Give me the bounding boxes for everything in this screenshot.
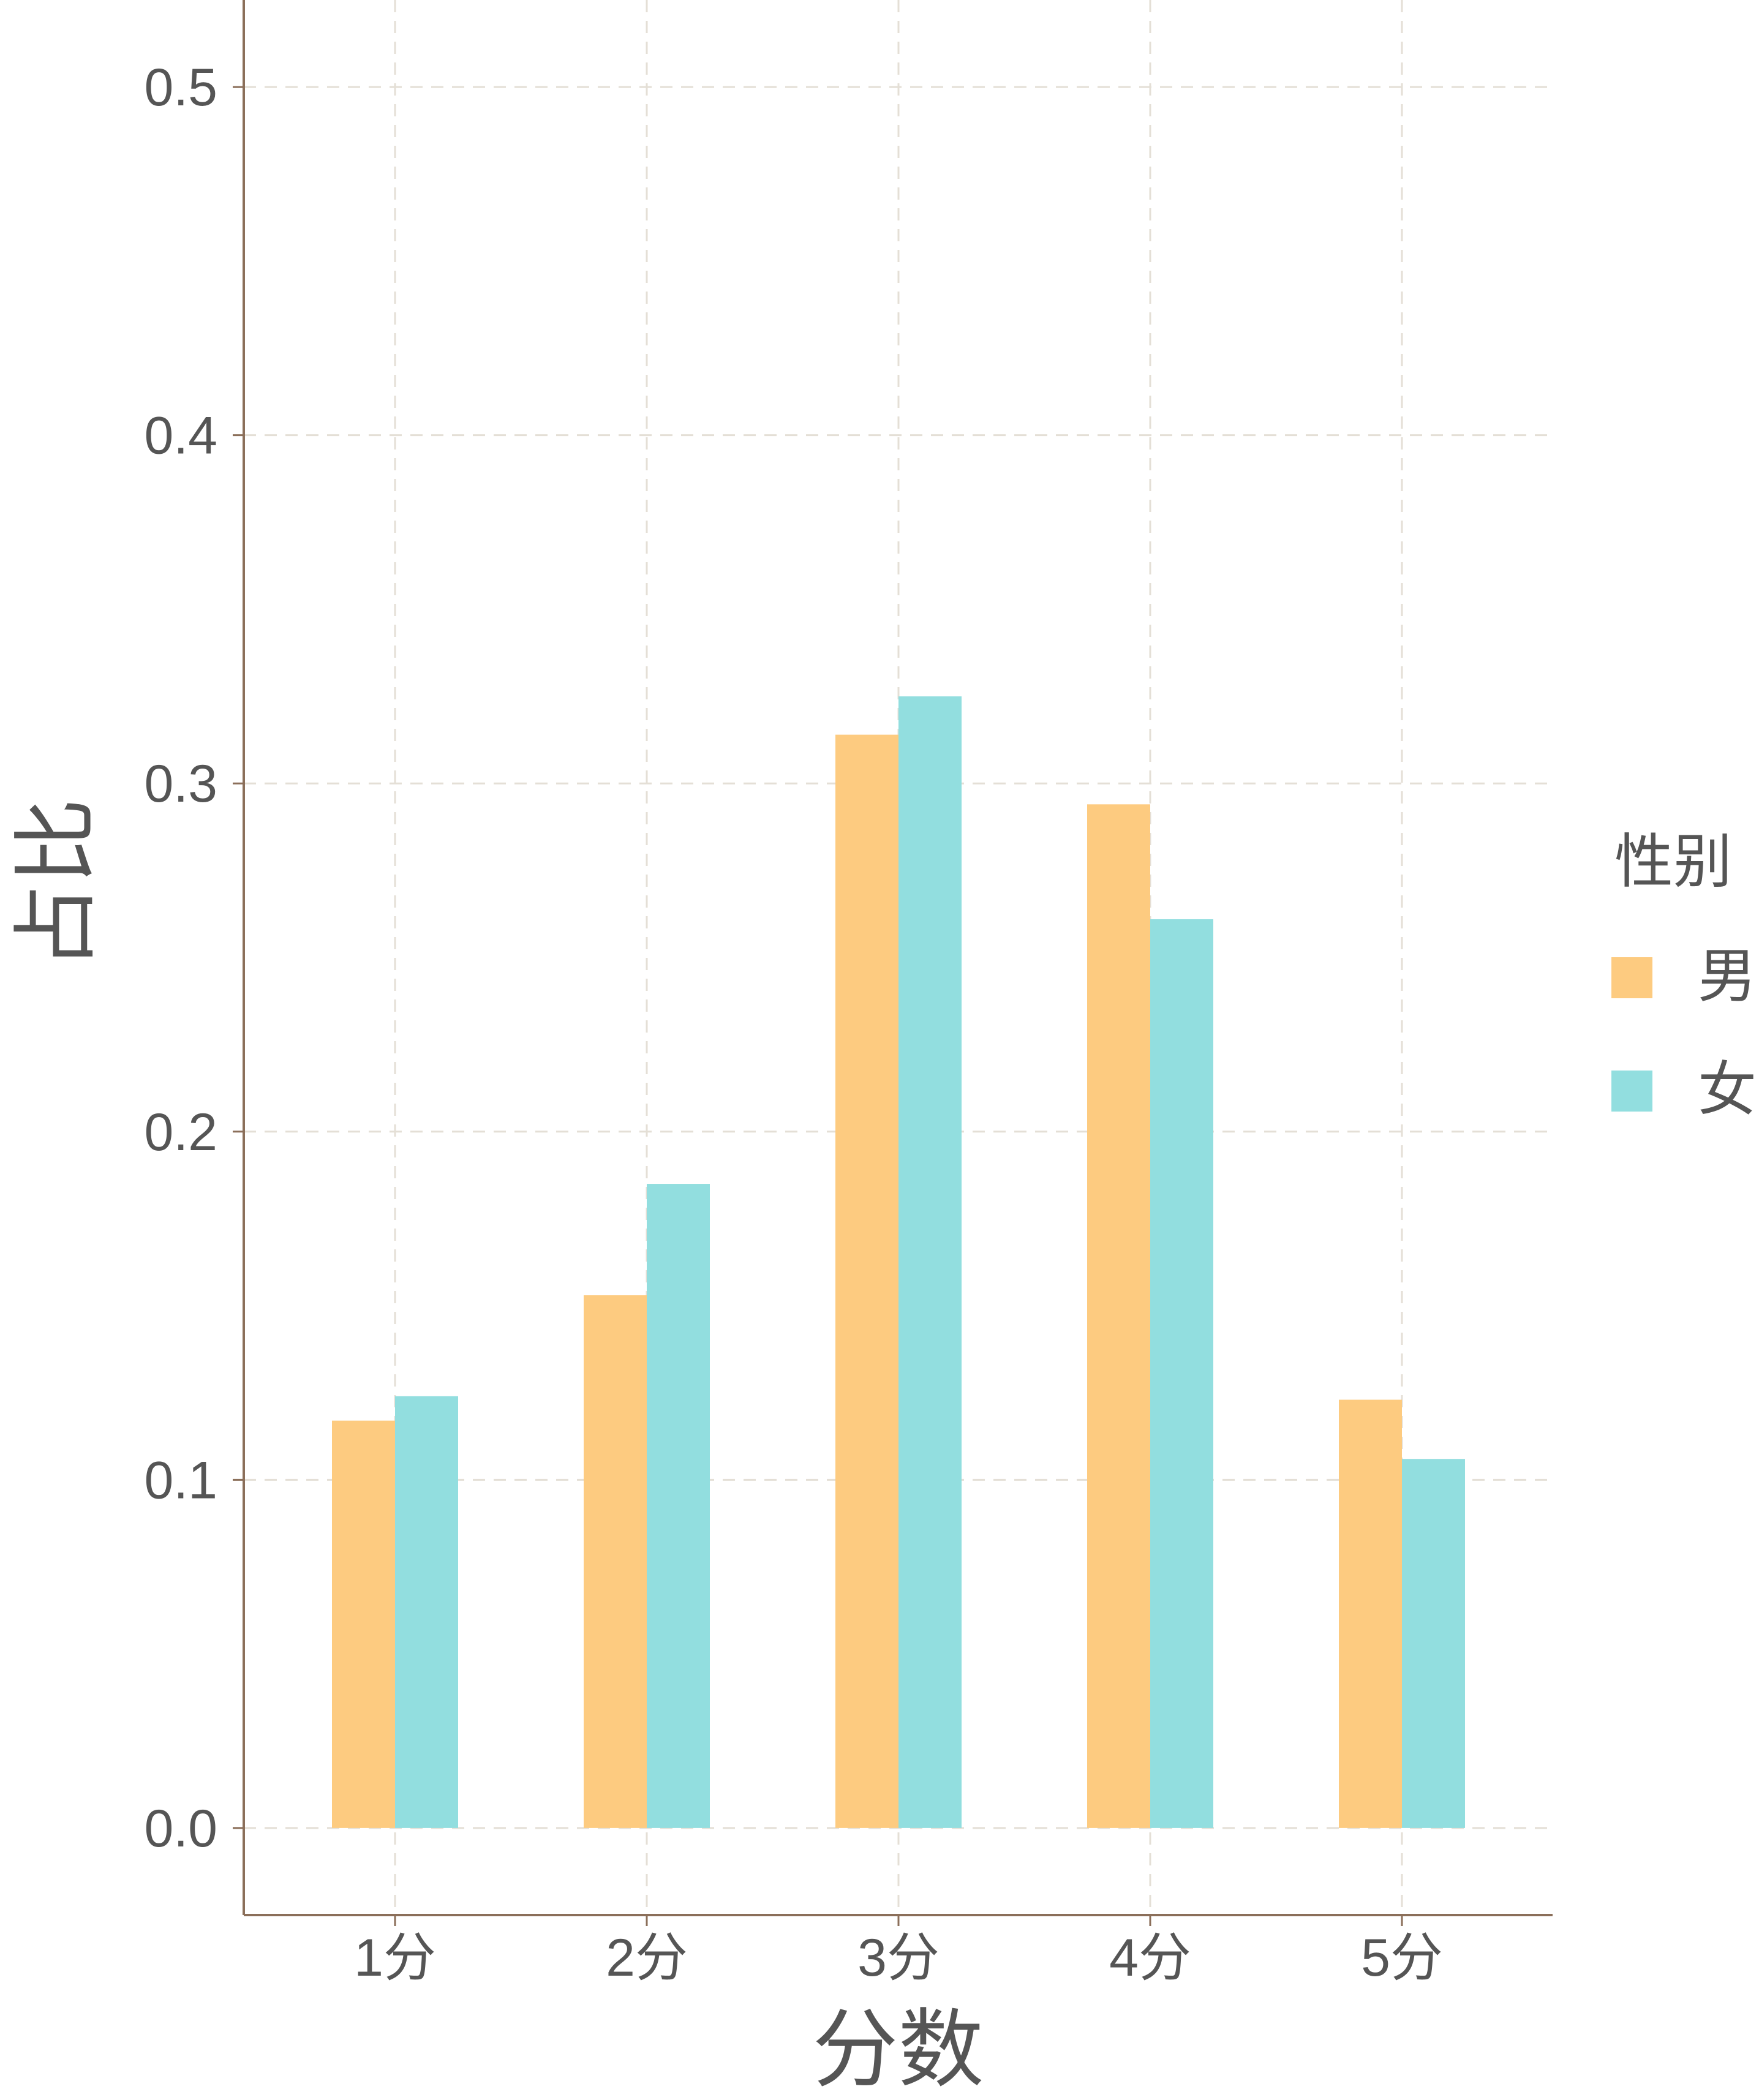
bar-女-4分 [1150, 919, 1213, 1828]
x-tick-label: 5分 [1361, 1929, 1443, 1987]
legend-label-女: 女 [1698, 1055, 1757, 1124]
y-tick-label: 0.2 [144, 1103, 217, 1162]
bar-女-2分 [647, 1184, 710, 1828]
y-tick-label: 0.1 [144, 1451, 217, 1510]
x-ticks: 1分 2分 3分 4分 5分 [354, 1915, 1443, 1987]
bar-女-1分 [395, 1396, 458, 1828]
legend: 性别 男女 [1611, 827, 1757, 1124]
legend-swatch-女 [1611, 1071, 1652, 1112]
y-tick-label: 0.3 [144, 755, 217, 813]
y-tick-label: 0.5 [144, 58, 217, 117]
legend-title: 性别 [1614, 827, 1732, 896]
bar-男-5分 [1339, 1399, 1402, 1828]
y-axis-title: 占比 [7, 798, 107, 969]
bar-女-5分 [1402, 1459, 1465, 1828]
bars [332, 696, 1465, 1828]
bar-男-1分 [332, 1420, 395, 1828]
bar-女-3分 [898, 696, 962, 1828]
legend-swatch-男 [1611, 957, 1652, 998]
y-tick-label: 0.4 [144, 407, 217, 465]
legend-label-男: 男 [1698, 942, 1757, 1010]
x-axis-title: 分数 [812, 2000, 984, 2100]
bar-男-4分 [1087, 804, 1150, 1828]
x-tick-label: 1分 [354, 1929, 436, 1987]
x-tick-label: 2分 [606, 1929, 688, 1987]
y-ticks: 0.0 0.1 0.2 0.3 0.4 0.5 [144, 58, 244, 1858]
bar-男-3分 [835, 734, 898, 1828]
x-tick-label: 3分 [857, 1929, 940, 1987]
bar-男-2分 [584, 1295, 647, 1828]
x-tick-label: 4分 [1109, 1929, 1191, 1987]
y-tick-label: 0.0 [144, 1799, 217, 1858]
grid-lines [244, 0, 1553, 1915]
